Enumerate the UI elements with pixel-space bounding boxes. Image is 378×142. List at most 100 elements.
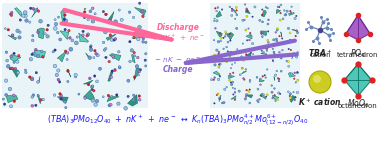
Circle shape [2, 98, 5, 100]
Circle shape [293, 78, 295, 79]
Circle shape [112, 55, 114, 58]
Circle shape [279, 93, 281, 95]
Circle shape [218, 98, 220, 99]
Circle shape [132, 98, 135, 101]
Circle shape [11, 67, 14, 70]
Circle shape [16, 71, 20, 74]
Polygon shape [84, 9, 86, 10]
Circle shape [118, 51, 120, 53]
Circle shape [93, 89, 95, 92]
Circle shape [7, 29, 9, 31]
Circle shape [215, 27, 216, 29]
Circle shape [94, 103, 98, 106]
Circle shape [271, 91, 273, 93]
Circle shape [267, 31, 269, 32]
Circle shape [276, 29, 278, 31]
Circle shape [90, 45, 92, 47]
Circle shape [9, 13, 11, 15]
Circle shape [234, 62, 235, 63]
Polygon shape [10, 55, 21, 61]
Text: $MoO_6$: $MoO_6$ [347, 98, 369, 110]
Circle shape [67, 70, 69, 72]
Circle shape [22, 14, 25, 17]
Circle shape [234, 88, 236, 89]
Circle shape [289, 93, 291, 95]
Circle shape [40, 50, 43, 53]
Circle shape [138, 98, 141, 101]
Circle shape [111, 70, 113, 72]
Circle shape [296, 91, 299, 94]
Circle shape [31, 96, 34, 98]
Circle shape [249, 79, 251, 81]
Circle shape [145, 65, 147, 67]
Circle shape [144, 59, 146, 61]
Circle shape [138, 95, 141, 97]
Circle shape [29, 76, 31, 78]
Circle shape [82, 30, 84, 33]
Circle shape [216, 94, 218, 96]
Circle shape [133, 94, 135, 96]
Circle shape [145, 53, 147, 55]
Circle shape [40, 99, 42, 101]
Circle shape [244, 98, 246, 100]
Circle shape [9, 67, 11, 70]
Circle shape [116, 94, 118, 96]
Circle shape [214, 20, 215, 22]
Text: $+\ nK^+\ +\ ne^-$: $+\ nK^+\ +\ ne^-$ [151, 33, 205, 43]
Circle shape [18, 36, 21, 39]
Circle shape [57, 69, 60, 72]
Circle shape [44, 33, 46, 35]
Circle shape [84, 11, 86, 13]
Circle shape [110, 76, 113, 79]
Circle shape [120, 18, 123, 21]
Polygon shape [107, 12, 114, 21]
Circle shape [216, 20, 218, 22]
Circle shape [139, 69, 142, 71]
Circle shape [236, 10, 237, 11]
Circle shape [105, 13, 107, 16]
Circle shape [284, 10, 285, 11]
Circle shape [279, 78, 280, 80]
Circle shape [213, 39, 215, 41]
Circle shape [289, 39, 291, 41]
Circle shape [232, 81, 234, 83]
Circle shape [271, 85, 273, 86]
Circle shape [266, 47, 267, 49]
Circle shape [218, 64, 220, 65]
Circle shape [127, 95, 129, 98]
Circle shape [74, 41, 78, 45]
Circle shape [217, 93, 219, 95]
Circle shape [246, 10, 248, 12]
Circle shape [105, 47, 107, 50]
Circle shape [31, 105, 34, 107]
Circle shape [230, 76, 231, 77]
Circle shape [229, 40, 231, 41]
Circle shape [289, 32, 291, 34]
Circle shape [214, 54, 216, 56]
Circle shape [133, 98, 135, 100]
Polygon shape [106, 34, 116, 40]
Circle shape [14, 67, 17, 70]
Circle shape [231, 14, 233, 16]
Circle shape [102, 10, 105, 13]
Circle shape [280, 4, 282, 6]
Polygon shape [61, 10, 66, 22]
Circle shape [248, 95, 250, 96]
Circle shape [9, 105, 12, 108]
Circle shape [213, 79, 215, 80]
Circle shape [141, 10, 143, 13]
Circle shape [287, 27, 290, 30]
Polygon shape [288, 72, 296, 77]
Text: K$^+$ cation: K$^+$ cation [298, 96, 342, 108]
Circle shape [274, 88, 275, 89]
Circle shape [266, 94, 268, 96]
Circle shape [230, 82, 232, 83]
Circle shape [59, 93, 61, 95]
Circle shape [76, 36, 78, 38]
Circle shape [295, 35, 296, 37]
Polygon shape [15, 8, 22, 17]
Circle shape [134, 55, 136, 57]
Polygon shape [135, 8, 146, 15]
Circle shape [53, 64, 57, 68]
Circle shape [95, 99, 99, 103]
